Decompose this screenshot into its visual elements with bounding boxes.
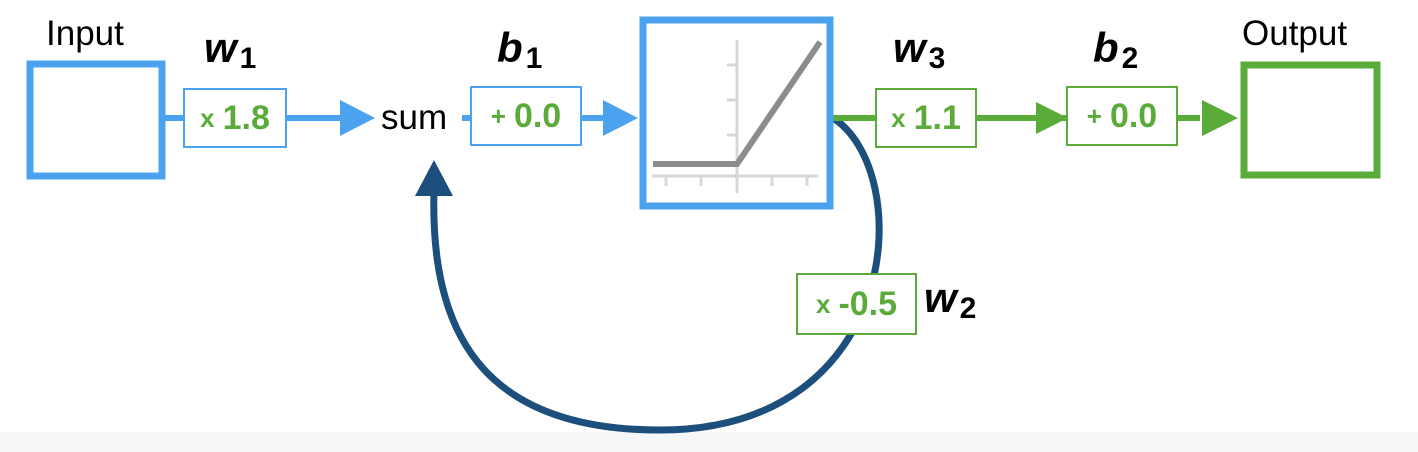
b1-letter: b [497,24,524,71]
b2-subscript: 2 [1121,42,1140,75]
w3-value: 1.1 [913,98,961,137]
w1-label: w1 [204,24,257,76]
multiply-symbol: x [815,288,831,319]
relu-icon [652,40,823,193]
plus-symbol: + [490,100,506,131]
w1-multiplier-box: x 1.8 [183,88,287,148]
w2-value: -0.5 [838,284,898,323]
b2-to-output-arrowhead [1202,100,1238,136]
w3-subscript: 3 [928,42,947,75]
w1-letter: w [204,24,238,71]
w2-letter: w [924,274,958,321]
b2-bias-box: +0.0 [1066,86,1178,146]
w2-subscript: 2 [959,292,978,325]
bottom-band [0,432,1418,452]
b1-label: b1 [497,24,543,76]
w2-multiplier-box: x -0.5 [796,273,917,335]
w3-label: w3 [893,24,946,76]
input-to-sum-arrowhead [340,100,375,136]
b1-value: 0.0 [513,96,562,135]
sum-to-activation-arrowhead [603,100,638,136]
input-node [26,60,166,180]
b1-subscript: 1 [525,42,544,75]
w1-value: 1.8 [222,98,270,137]
sum-label: sum [381,98,448,137]
feedback-loop-arrowhead [415,160,453,196]
w3-multiplier-box: x 1.1 [875,88,977,148]
output-label: Output [1242,14,1348,53]
b1-bias-box: +0.0 [470,86,582,146]
plus-symbol: + [1086,100,1102,131]
feedback-loop-path [430,115,883,434]
w3-letter: w [893,24,927,71]
b2-value: 0.0 [1109,96,1158,135]
w1-subscript: 1 [239,42,258,75]
multiply-symbol: x [200,102,215,133]
output-node [1240,61,1381,179]
b2-label: b2 [1093,24,1139,76]
relu-curve [653,40,823,167]
multiply-symbol: x [891,102,906,133]
input-label: Input [46,14,124,53]
w2-label: w2 [924,274,977,326]
activation-to-b2-arrowhead [1036,102,1068,134]
b2-letter: b [1093,24,1120,71]
